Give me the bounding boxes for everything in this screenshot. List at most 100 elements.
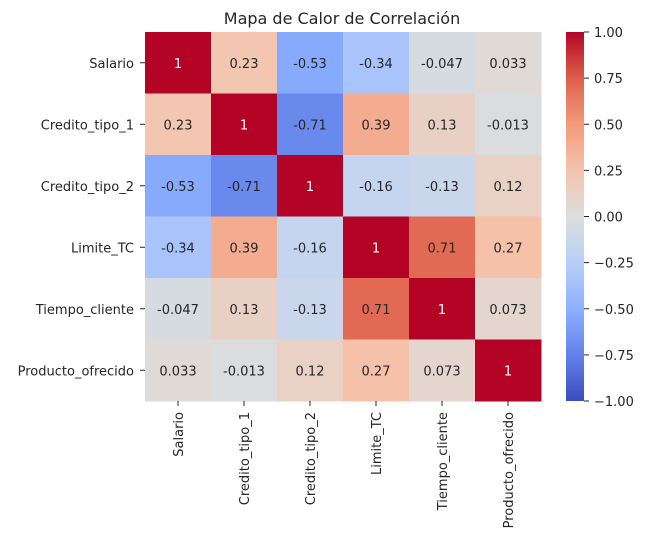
column-label: Credito_tipo_2 <box>304 412 319 505</box>
cell-value-label: 0.13 <box>230 303 259 318</box>
cell-value-label: -0.047 <box>421 57 463 72</box>
cell-value-label: 0.23 <box>164 118 193 133</box>
heatmap-cell-1-2 <box>211 32 278 94</box>
heatmap-cell-2-5 <box>409 93 476 156</box>
heatmap-cell-5-2 <box>211 278 278 340</box>
column-label: Limite_TC <box>370 412 385 475</box>
heatmap-cell-3-5 <box>409 155 476 217</box>
row-label: Limite_TC <box>71 241 134 256</box>
heatmap-cell-1-6 <box>475 32 542 94</box>
cell-value-label: -0.53 <box>293 57 327 72</box>
cell-value-label: 1 <box>504 364 512 379</box>
heatmap-cell-2-3 <box>277 93 344 156</box>
cell-value-label: -0.16 <box>293 241 327 256</box>
heatmap-cell-5-6 <box>475 278 542 340</box>
cell-value-label: 0.12 <box>296 364 325 379</box>
heatmap-cell-3-2 <box>211 155 278 217</box>
cell-value-label: 1 <box>240 118 248 133</box>
heatmap-cell-2-2 <box>211 93 278 156</box>
cell-value-label: -0.53 <box>161 180 195 195</box>
cell-value-label: -0.13 <box>425 180 459 195</box>
colorbar-tick-label: 0.50 <box>594 118 623 133</box>
colorbar-tick-label: 0.75 <box>594 72 623 87</box>
cell-value-label: -0.047 <box>157 303 199 318</box>
heatmap-cell-3-4 <box>343 155 410 217</box>
colorbar: 1.00 0.75 0.50 0.25 0.00 −0.25 −0.50 −0.75 −1.00 <box>566 26 634 410</box>
cell-value-label: 0.073 <box>489 303 526 318</box>
row-label: Tiempo_cliente <box>35 303 134 318</box>
heatmap-cell-4-6 <box>475 216 542 279</box>
heatmap-cell-2-1 <box>145 93 212 156</box>
colorbar-gradient <box>566 32 584 401</box>
cell-value-label: -0.013 <box>487 118 529 133</box>
heatmap-cell-4-4 <box>343 216 410 279</box>
cell-value-label: -0.34 <box>161 241 195 256</box>
cell-value-label: 0.13 <box>428 118 457 133</box>
heatmap-cell-6-5 <box>409 339 476 402</box>
heatmap-cell-3-3 <box>277 155 344 217</box>
heatmap-cell-6-2 <box>211 339 278 402</box>
column-label: Producto_ofrecido <box>502 412 517 528</box>
cell-value-label: -0.16 <box>359 180 393 195</box>
heatmap-cell-2-6 <box>475 93 542 156</box>
heatmap-cell-5-4 <box>343 278 410 340</box>
cell-value-label: 1 <box>306 180 314 195</box>
cell-value-label: 0.27 <box>494 241 523 256</box>
heatmap-cell-3-1 <box>145 155 212 217</box>
heatmap-cell-6-3 <box>277 339 344 402</box>
colorbar-tick-label: −0.50 <box>594 303 634 318</box>
row-label: Producto_ofrecido <box>18 364 134 379</box>
heatmap-cell-1-1 <box>145 32 212 94</box>
heatmap-cell-1-5 <box>409 32 476 94</box>
cell-value-label: 0.71 <box>428 241 457 256</box>
cell-value-label: 0.27 <box>362 364 391 379</box>
colorbar-tick-label: 1.00 <box>594 26 623 41</box>
colorbar-tick-label: 0.00 <box>594 211 623 226</box>
cell-value-label: 1 <box>438 303 446 318</box>
cell-value-label: 0.033 <box>489 57 526 72</box>
colorbar-tick-label: 0.25 <box>594 164 623 179</box>
row-labels: Salario Credito_tipo_1 Credito_tipo_2 Limit… <box>18 57 145 379</box>
row-label: Credito_tipo_1 <box>41 118 134 133</box>
cell-value-label: 0.033 <box>159 364 196 379</box>
heatmap-cell-1-3 <box>277 32 344 94</box>
colorbar-tick-label: −0.75 <box>594 349 634 364</box>
chart-title: Mapa de Calor de Correlación <box>224 9 460 28</box>
heatmap-cell-5-3 <box>277 278 344 340</box>
heatmap-cell-4-1 <box>145 216 212 279</box>
cell-value-label: 0.073 <box>423 364 460 379</box>
cell-value-label: -0.71 <box>227 180 261 195</box>
row-label: Credito_tipo_2 <box>41 180 134 195</box>
cell-value-label: -0.34 <box>359 57 393 72</box>
cell-value-label: -0.71 <box>293 118 327 133</box>
heatmap-cell-5-1 <box>145 278 212 340</box>
heatmap-cells <box>145 32 542 402</box>
row-label: Salario <box>89 57 134 72</box>
heatmap-cell-2-4 <box>343 93 410 156</box>
heatmap-cell-4-3 <box>277 216 344 279</box>
heatmap-cell-6-6 <box>475 339 542 402</box>
cell-value-label: 0.71 <box>362 303 391 318</box>
heatmap-cell-labels: 1 0.23 -0.53 -0.34 -0.047 0.033 0.23 1 -0.71 0.39… <box>157 57 529 380</box>
cell-value-label: -0.13 <box>293 303 327 318</box>
cell-value-label: 1 <box>372 241 380 256</box>
colorbar-tick-label: −1.00 <box>594 395 634 410</box>
cell-value-label: 0.12 <box>494 180 523 195</box>
cell-value-label: -0.013 <box>223 364 265 379</box>
heatmap-cell-5-5 <box>409 278 476 340</box>
heatmap-cell-6-1 <box>145 339 212 402</box>
heatmap-cell-4-5 <box>409 216 476 279</box>
cell-value-label: 0.39 <box>230 241 259 256</box>
colorbar-tick-label: −0.25 <box>594 257 634 272</box>
heatmap-cell-3-6 <box>475 155 542 217</box>
cell-value-label: 0.23 <box>230 57 259 72</box>
column-label: Salario <box>172 412 187 457</box>
column-label: Tiempo_cliente <box>436 412 451 511</box>
column-labels: Salario Credito_tipo_1 Credito_tipo_2 Limit… <box>172 401 517 528</box>
heatmap-cell-1-4 <box>343 32 410 94</box>
heatmap-cell-6-4 <box>343 339 410 402</box>
heatmap-cell-4-2 <box>211 216 278 279</box>
cell-value-label: 0.39 <box>362 118 391 133</box>
